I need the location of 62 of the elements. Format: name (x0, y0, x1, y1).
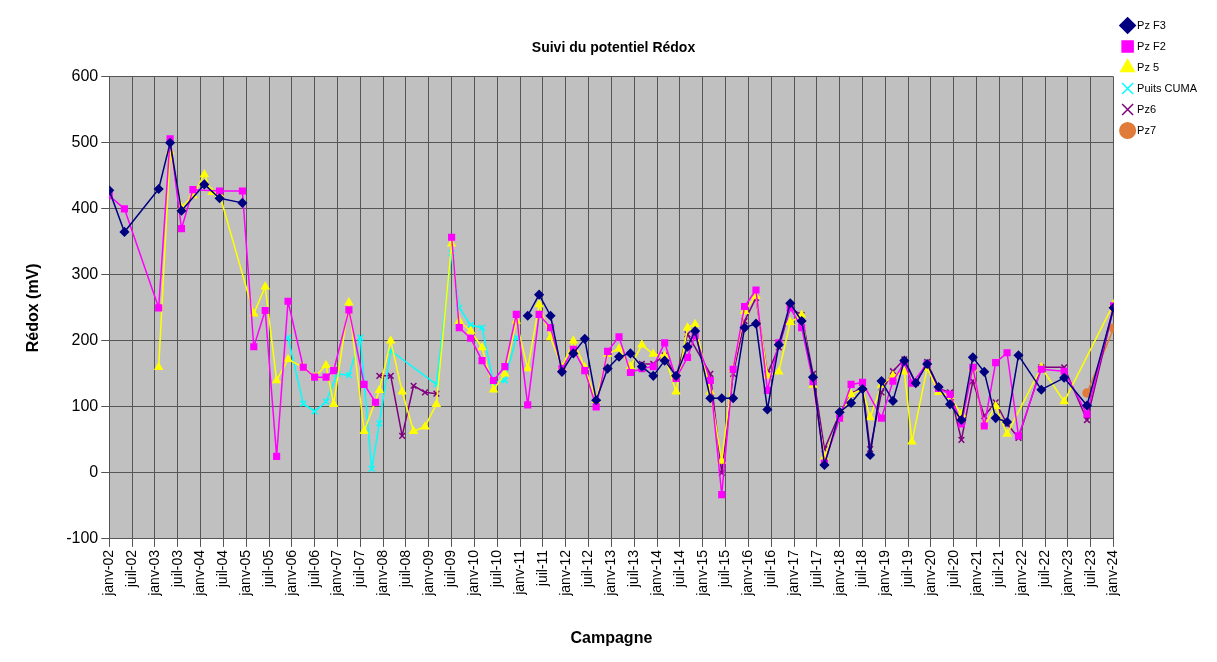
x-tick-label: juil-23 (1081, 549, 1098, 589)
x-tick-label: juil-04 (214, 549, 231, 589)
x-tick-label: juil-13 (625, 549, 642, 589)
x-tick-label: juil-03 (168, 549, 185, 589)
x-tick-label: janv-22 (1013, 549, 1030, 597)
x-tick-label: janv-16 (739, 549, 756, 597)
x-tick-label: janv-23 (1058, 549, 1075, 597)
legend-label: Pz F3 (1137, 18, 1166, 31)
x-tick-label: juil-07 (351, 549, 368, 589)
x-tick-label: janv-04 (191, 549, 208, 597)
x-tick-label: janv-10 (465, 549, 482, 597)
legend-label: Pz7 (1137, 123, 1157, 136)
x-tick-label: juil-19 (899, 549, 916, 589)
x-tick-label: juil-06 (305, 549, 322, 589)
x-tick-label: juil-18 (853, 549, 870, 589)
x-tick-label: janv-09 (419, 549, 436, 597)
legend-label: Pz6 (1137, 102, 1157, 115)
x-tick-label: janv-14 (647, 549, 664, 597)
x-tick-label: janv-12 (556, 549, 573, 597)
x-tick-label: janv-08 (374, 549, 390, 597)
x-tick-label: janv-17 (784, 549, 801, 597)
y-axis-title: Rédox (mV) (24, 263, 42, 353)
y-tick-label: -100 (66, 529, 99, 547)
y-tick-label: 400 (71, 199, 99, 217)
legend-label: Pz 5 (1137, 60, 1160, 73)
x-tick-label: janv-03 (145, 549, 162, 597)
x-tick-label: janv-21 (967, 549, 984, 597)
x-tick-label: janv-18 (830, 549, 847, 597)
x-tick-label: juil-21 (990, 549, 1007, 589)
y-tick-label: 300 (71, 265, 99, 283)
legend-label: Pz F2 (1137, 39, 1166, 52)
x-tick-label: juil-15 (716, 549, 733, 589)
y-tick-label: 100 (71, 397, 99, 415)
x-tick-label: janv-05 (237, 549, 254, 597)
x-tick-label: juil-12 (579, 549, 596, 589)
y-tick-label: 200 (71, 331, 99, 349)
y-tick-label: 500 (71, 133, 99, 151)
x-tick-label: janv-19 (876, 549, 893, 597)
x-tick-label: juil-14 (670, 549, 687, 589)
x-tick-label: juil-11 (533, 549, 550, 588)
x-tick-label: juil-16 (762, 549, 779, 589)
y-tick-label: 0 (89, 463, 99, 481)
x-tick-label: juil-05 (259, 549, 276, 589)
chart-title: Suivi du potentiel Rédox (531, 39, 696, 56)
x-tick-label: juil-20 (944, 549, 961, 589)
x-tick-label: juil-10 (488, 549, 505, 589)
x-tick-label: janv-15 (693, 549, 710, 597)
x-tick-label: janv-13 (602, 549, 619, 597)
x-axis-title: Campagne (570, 628, 653, 646)
y-tick-label: 600 (71, 67, 99, 85)
x-tick-label: juil-17 (807, 549, 824, 589)
x-tick-label: juil-09 (442, 549, 459, 589)
x-tick-label: juil-02 (122, 549, 139, 589)
x-tick-label: juil-22 (1035, 549, 1052, 589)
x-tick-label: janv-06 (282, 549, 299, 597)
legend-label: Puits CUMA (1137, 81, 1198, 94)
x-tick-label: janv-20 (921, 549, 938, 597)
x-tick-label: janv-07 (328, 549, 345, 597)
x-tick-label: janv-11 (510, 549, 527, 596)
x-tick-label: juil-08 (396, 549, 413, 589)
x-tick-label: janv-24 (1104, 549, 1121, 597)
x-tick-label: janv-02 (100, 549, 117, 597)
